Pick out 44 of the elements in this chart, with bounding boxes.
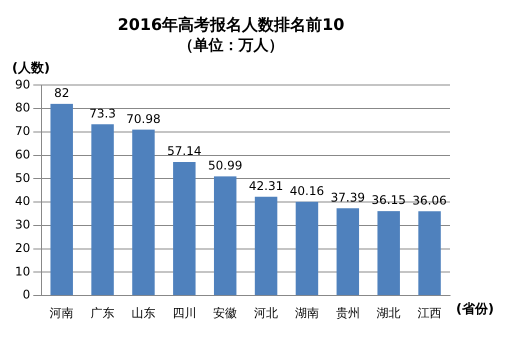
y-tick-label: 30 <box>14 218 30 232</box>
bar <box>173 162 196 296</box>
data-label: 40.16 <box>290 184 324 198</box>
data-label: 42.31 <box>248 178 284 193</box>
x-tick-label: 湖南 <box>294 306 319 320</box>
chart-subtitle: （单位：万人） <box>178 36 284 54</box>
data-label: 37.39 <box>330 190 365 204</box>
y-tick-label: 10 <box>14 264 30 278</box>
data-label: 73.3 <box>89 106 116 120</box>
x-tick-label: 安徽 <box>213 306 238 320</box>
bar <box>254 196 278 296</box>
y-tick-label: 90 <box>14 77 30 92</box>
chart-title: 2016年高考报名人数排名前10 <box>118 14 344 34</box>
x-tick-label: 河北 <box>254 306 278 320</box>
y-tick-label: 0 <box>22 288 30 302</box>
y-tick-label: 50 <box>14 170 30 185</box>
x-tick-label: 湖北 <box>376 306 401 320</box>
x-tick-label: 广东 <box>90 306 115 320</box>
bar <box>50 104 73 296</box>
x-tick-label: 贵州 <box>336 306 360 320</box>
data-label: 70.98 <box>126 112 161 126</box>
y-axis-title: (人数) <box>12 61 50 76</box>
x-tick-label: 山东 <box>131 306 156 320</box>
x-tick-label: 江西 <box>418 306 442 320</box>
x-tick-label: 河南 <box>50 306 74 320</box>
y-tick-label: 60 <box>14 147 30 162</box>
data-label: 36.06 <box>412 193 447 208</box>
bar <box>336 208 360 296</box>
bar <box>296 202 318 296</box>
bar <box>214 176 236 296</box>
x-tick-label: 四川 <box>172 306 196 320</box>
bar <box>132 130 155 296</box>
data-label: 82 <box>54 86 70 100</box>
data-label: 36.15 <box>372 193 406 208</box>
y-tick-label: 20 <box>14 240 30 255</box>
bar <box>418 211 441 296</box>
bar <box>91 124 114 296</box>
data-label: 50.99 <box>208 158 242 173</box>
y-tick-label: 80 <box>14 100 30 115</box>
x-axis-title: (省份) <box>456 302 494 317</box>
bar <box>377 211 400 296</box>
y-tick-label: 70 <box>14 124 30 138</box>
y-tick-label: 40 <box>14 194 30 208</box>
data-label: 57.14 <box>167 144 202 158</box>
